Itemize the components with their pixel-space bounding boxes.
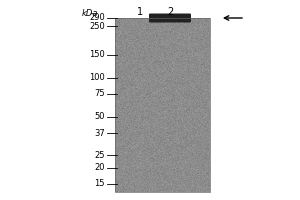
FancyBboxPatch shape: [149, 14, 191, 22]
Text: 20: 20: [94, 163, 105, 172]
Text: 150: 150: [89, 50, 105, 59]
Text: 25: 25: [94, 151, 105, 160]
Text: 37: 37: [94, 129, 105, 138]
Bar: [115, 18, 210, 192]
Text: 50: 50: [94, 112, 105, 121]
Text: 2: 2: [167, 7, 173, 17]
Text: 100: 100: [89, 73, 105, 82]
Text: 15: 15: [94, 179, 105, 188]
Text: kDa: kDa: [82, 9, 98, 19]
Text: 1: 1: [137, 7, 143, 17]
Text: 75: 75: [94, 89, 105, 98]
Text: 290: 290: [89, 14, 105, 22]
Text: 250: 250: [89, 22, 105, 31]
